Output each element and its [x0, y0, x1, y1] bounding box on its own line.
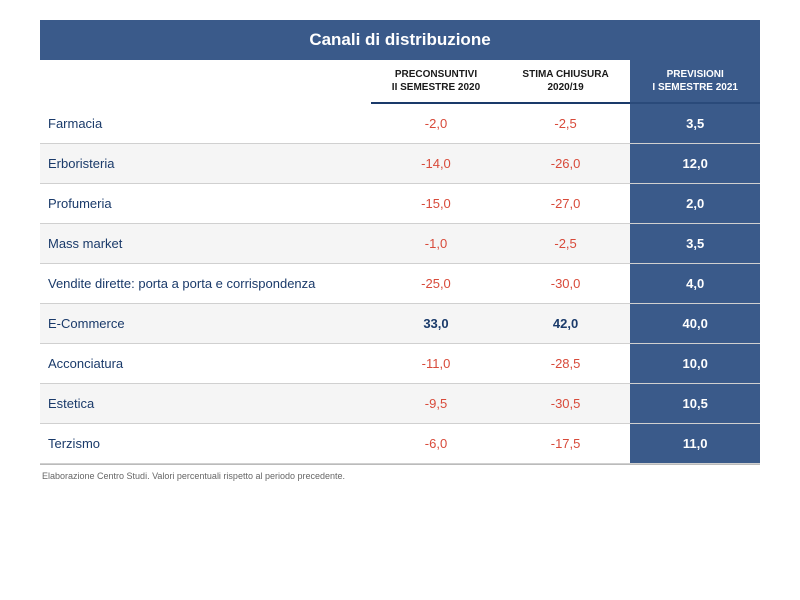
row-v1: -14,0	[371, 144, 501, 184]
footer-note: Elaborazione Centro Studi. Valori percen…	[40, 464, 760, 487]
table-body: Farmacia-2,0-2,53,5Erboristeria-14,0-26,…	[40, 103, 760, 464]
table-row: Erboristeria-14,0-26,012,0	[40, 144, 760, 184]
table-title: Canali di distribuzione	[40, 20, 760, 60]
header-col1-line2: II SEMESTRE 2020	[392, 82, 480, 93]
row-v2: 42,0	[501, 304, 631, 344]
row-v2: -30,5	[501, 384, 631, 424]
row-v1: -6,0	[371, 424, 501, 464]
row-v1: 33,0	[371, 304, 501, 344]
row-v2: -28,5	[501, 344, 631, 384]
table-row: Profumeria-15,0-27,02,0	[40, 184, 760, 224]
row-label: Erboristeria	[40, 144, 371, 184]
row-v2: -26,0	[501, 144, 631, 184]
header-row: PRECONSUNTIVI II SEMESTRE 2020 STIMA CHI…	[40, 60, 760, 103]
table-row: E-Commerce33,042,040,0	[40, 304, 760, 344]
header-col2-line1: STIMA CHIUSURA	[522, 69, 608, 80]
distribution-table: PRECONSUNTIVI II SEMESTRE 2020 STIMA CHI…	[40, 60, 760, 464]
row-v2: -17,5	[501, 424, 631, 464]
row-label: Farmacia	[40, 103, 371, 144]
table-row: Estetica-9,5-30,510,5	[40, 384, 760, 424]
row-v3: 3,5	[630, 224, 760, 264]
table-wrapper: Canali di distribuzione PRECONSUNTIVI II…	[0, 0, 800, 497]
row-v3: 10,5	[630, 384, 760, 424]
table-container: Canali di distribuzione PRECONSUNTIVI II…	[40, 20, 760, 487]
header-col2: STIMA CHIUSURA 2020/19	[501, 60, 631, 103]
row-v3: 11,0	[630, 424, 760, 464]
row-v1: -25,0	[371, 264, 501, 304]
table-row: Acconciatura-11,0-28,510,0	[40, 344, 760, 384]
row-v1: -1,0	[371, 224, 501, 264]
header-col2-line2: 2020/19	[548, 82, 584, 93]
row-v2: -2,5	[501, 103, 631, 144]
table-row: Mass market-1,0-2,53,5	[40, 224, 760, 264]
row-v3: 12,0	[630, 144, 760, 184]
table-row: Terzismo-6,0-17,511,0	[40, 424, 760, 464]
header-col1-line1: PRECONSUNTIVI	[395, 69, 477, 80]
header-col3: PREVISIONI I SEMESTRE 2021	[630, 60, 760, 103]
row-v1: -11,0	[371, 344, 501, 384]
header-empty	[40, 60, 371, 103]
row-v2: -2,5	[501, 224, 631, 264]
row-label: Mass market	[40, 224, 371, 264]
row-v3: 2,0	[630, 184, 760, 224]
row-v3: 40,0	[630, 304, 760, 344]
row-v1: -9,5	[371, 384, 501, 424]
row-v3: 4,0	[630, 264, 760, 304]
row-v2: -27,0	[501, 184, 631, 224]
row-label: Profumeria	[40, 184, 371, 224]
row-label: Estetica	[40, 384, 371, 424]
header-col3-line1: PREVISIONI	[667, 69, 724, 80]
table-row: Farmacia-2,0-2,53,5	[40, 103, 760, 144]
row-v1: -15,0	[371, 184, 501, 224]
row-v2: -30,0	[501, 264, 631, 304]
row-v3: 10,0	[630, 344, 760, 384]
header-col1: PRECONSUNTIVI II SEMESTRE 2020	[371, 60, 501, 103]
table-row: Vendite dirette: porta a porta e corrisp…	[40, 264, 760, 304]
row-label: Vendite dirette: porta a porta e corrisp…	[40, 264, 371, 304]
row-v1: -2,0	[371, 103, 501, 144]
row-v3: 3,5	[630, 103, 760, 144]
row-label: Acconciatura	[40, 344, 371, 384]
row-label: Terzismo	[40, 424, 371, 464]
header-col3-line2: I SEMESTRE 2021	[652, 82, 738, 93]
row-label: E-Commerce	[40, 304, 371, 344]
